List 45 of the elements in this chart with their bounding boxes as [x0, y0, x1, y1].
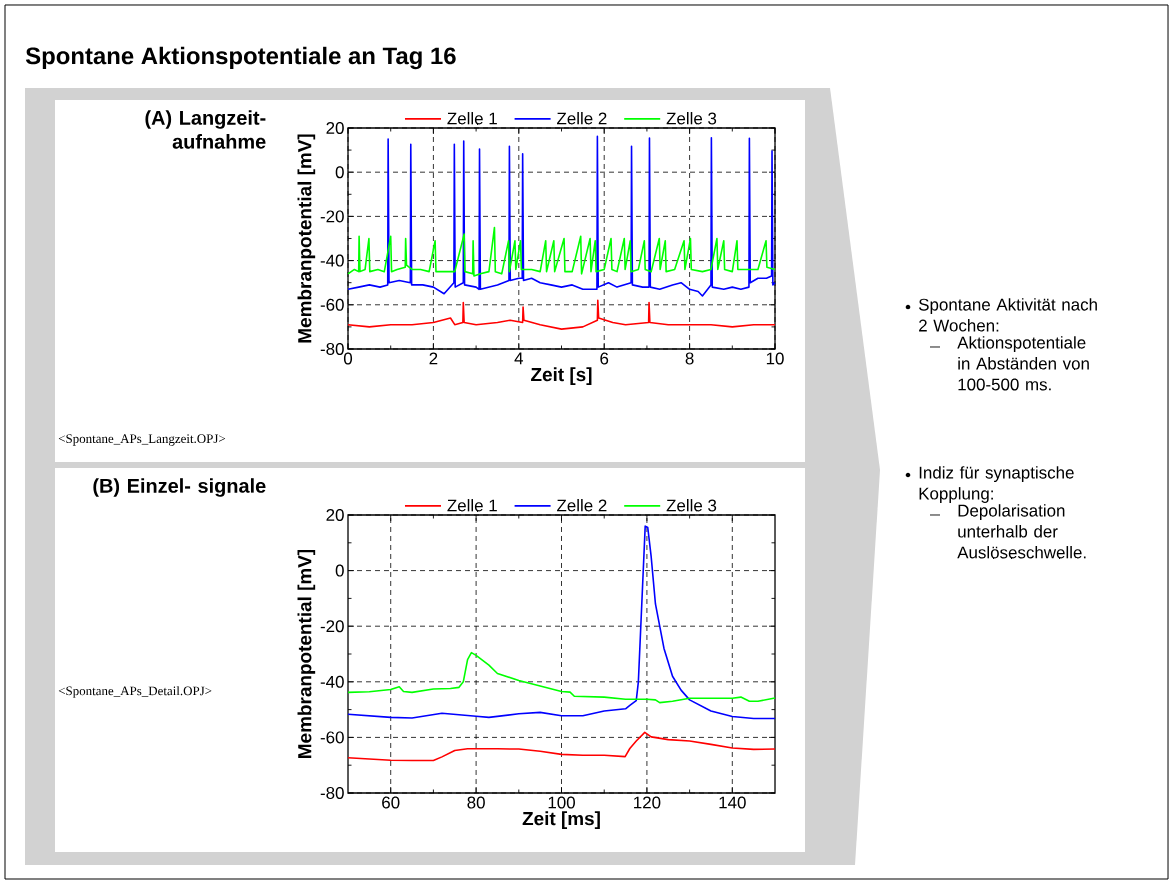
y-tick-label: -40 [320, 254, 344, 267]
x-axis-title: Zeit [s] [531, 367, 592, 385]
legend-label: Zelle 2 [557, 499, 607, 512]
line-series [347, 525, 776, 720]
y-tick-label: -40 [320, 675, 344, 688]
x-tick-label: 6 [600, 352, 609, 365]
text: Spontane Aktivität nach 2 Wochen: [918, 298, 1097, 332]
legend-label: Zelle 1 [447, 112, 497, 125]
y-tick-label: -80 [320, 343, 344, 355]
chart-title: (A) Langzeit- aufnahme [145, 110, 266, 149]
text: <Spontane_APs_Langzeit.OPJ> [58, 434, 226, 446]
text: Depolarisation unterhalb der Auslöseschwelle. [957, 504, 1086, 559]
x-tick-label: 100 [548, 796, 575, 809]
x-tick-label: 120 [634, 796, 661, 809]
y-axis-title: Membranpotential [mV] [297, 134, 316, 343]
x-tick-label: 4 [514, 352, 524, 365]
legend-label: Zelle 3 [666, 112, 717, 125]
y-tick-label: 20 [326, 509, 344, 521]
text: Aktionspotentiale in Abständen von 100-500 ms. [957, 336, 1089, 391]
text: Indiz für synaptische Kopplung: [919, 466, 1074, 503]
x-tick-label: 10 [766, 352, 784, 365]
text: <Spontane_APs_Detail.OPJ> [58, 686, 212, 698]
y-axis-title: Membranpotential [mV] [297, 549, 316, 758]
series-label: Zelle 2 [557, 112, 607, 125]
y-tick-label: -20 [320, 210, 344, 223]
x-tick-label: 8 [685, 352, 694, 365]
y-tick-label: 20 [326, 121, 344, 134]
y-tick-label: 0 [335, 564, 344, 577]
x-tick-label: 140 [719, 796, 746, 809]
y-tick-label: -60 [320, 731, 344, 744]
x-tick-label: 0 [343, 352, 353, 365]
y-tick-label: -80 [320, 787, 344, 799]
x-tick-label: 2 [429, 352, 438, 365]
x-tick-label: 80 [467, 796, 485, 809]
line-series [347, 651, 776, 704]
line-series [347, 731, 776, 762]
text: Spontane Aktionspotentiale an Tag 16 [25, 46, 456, 70]
x-tick-label: 60 [382, 796, 400, 809]
legend-label: Zelle 1 [447, 499, 497, 512]
x-axis-title: Zeit [ms] [522, 811, 600, 829]
y-tick-label: -20 [320, 620, 344, 633]
y-tick-label: -60 [320, 298, 344, 311]
y-tick-label: 0 [335, 166, 344, 179]
legend-label: Zelle 3 [666, 499, 717, 512]
text: (B) Einzel- signale [93, 478, 266, 497]
